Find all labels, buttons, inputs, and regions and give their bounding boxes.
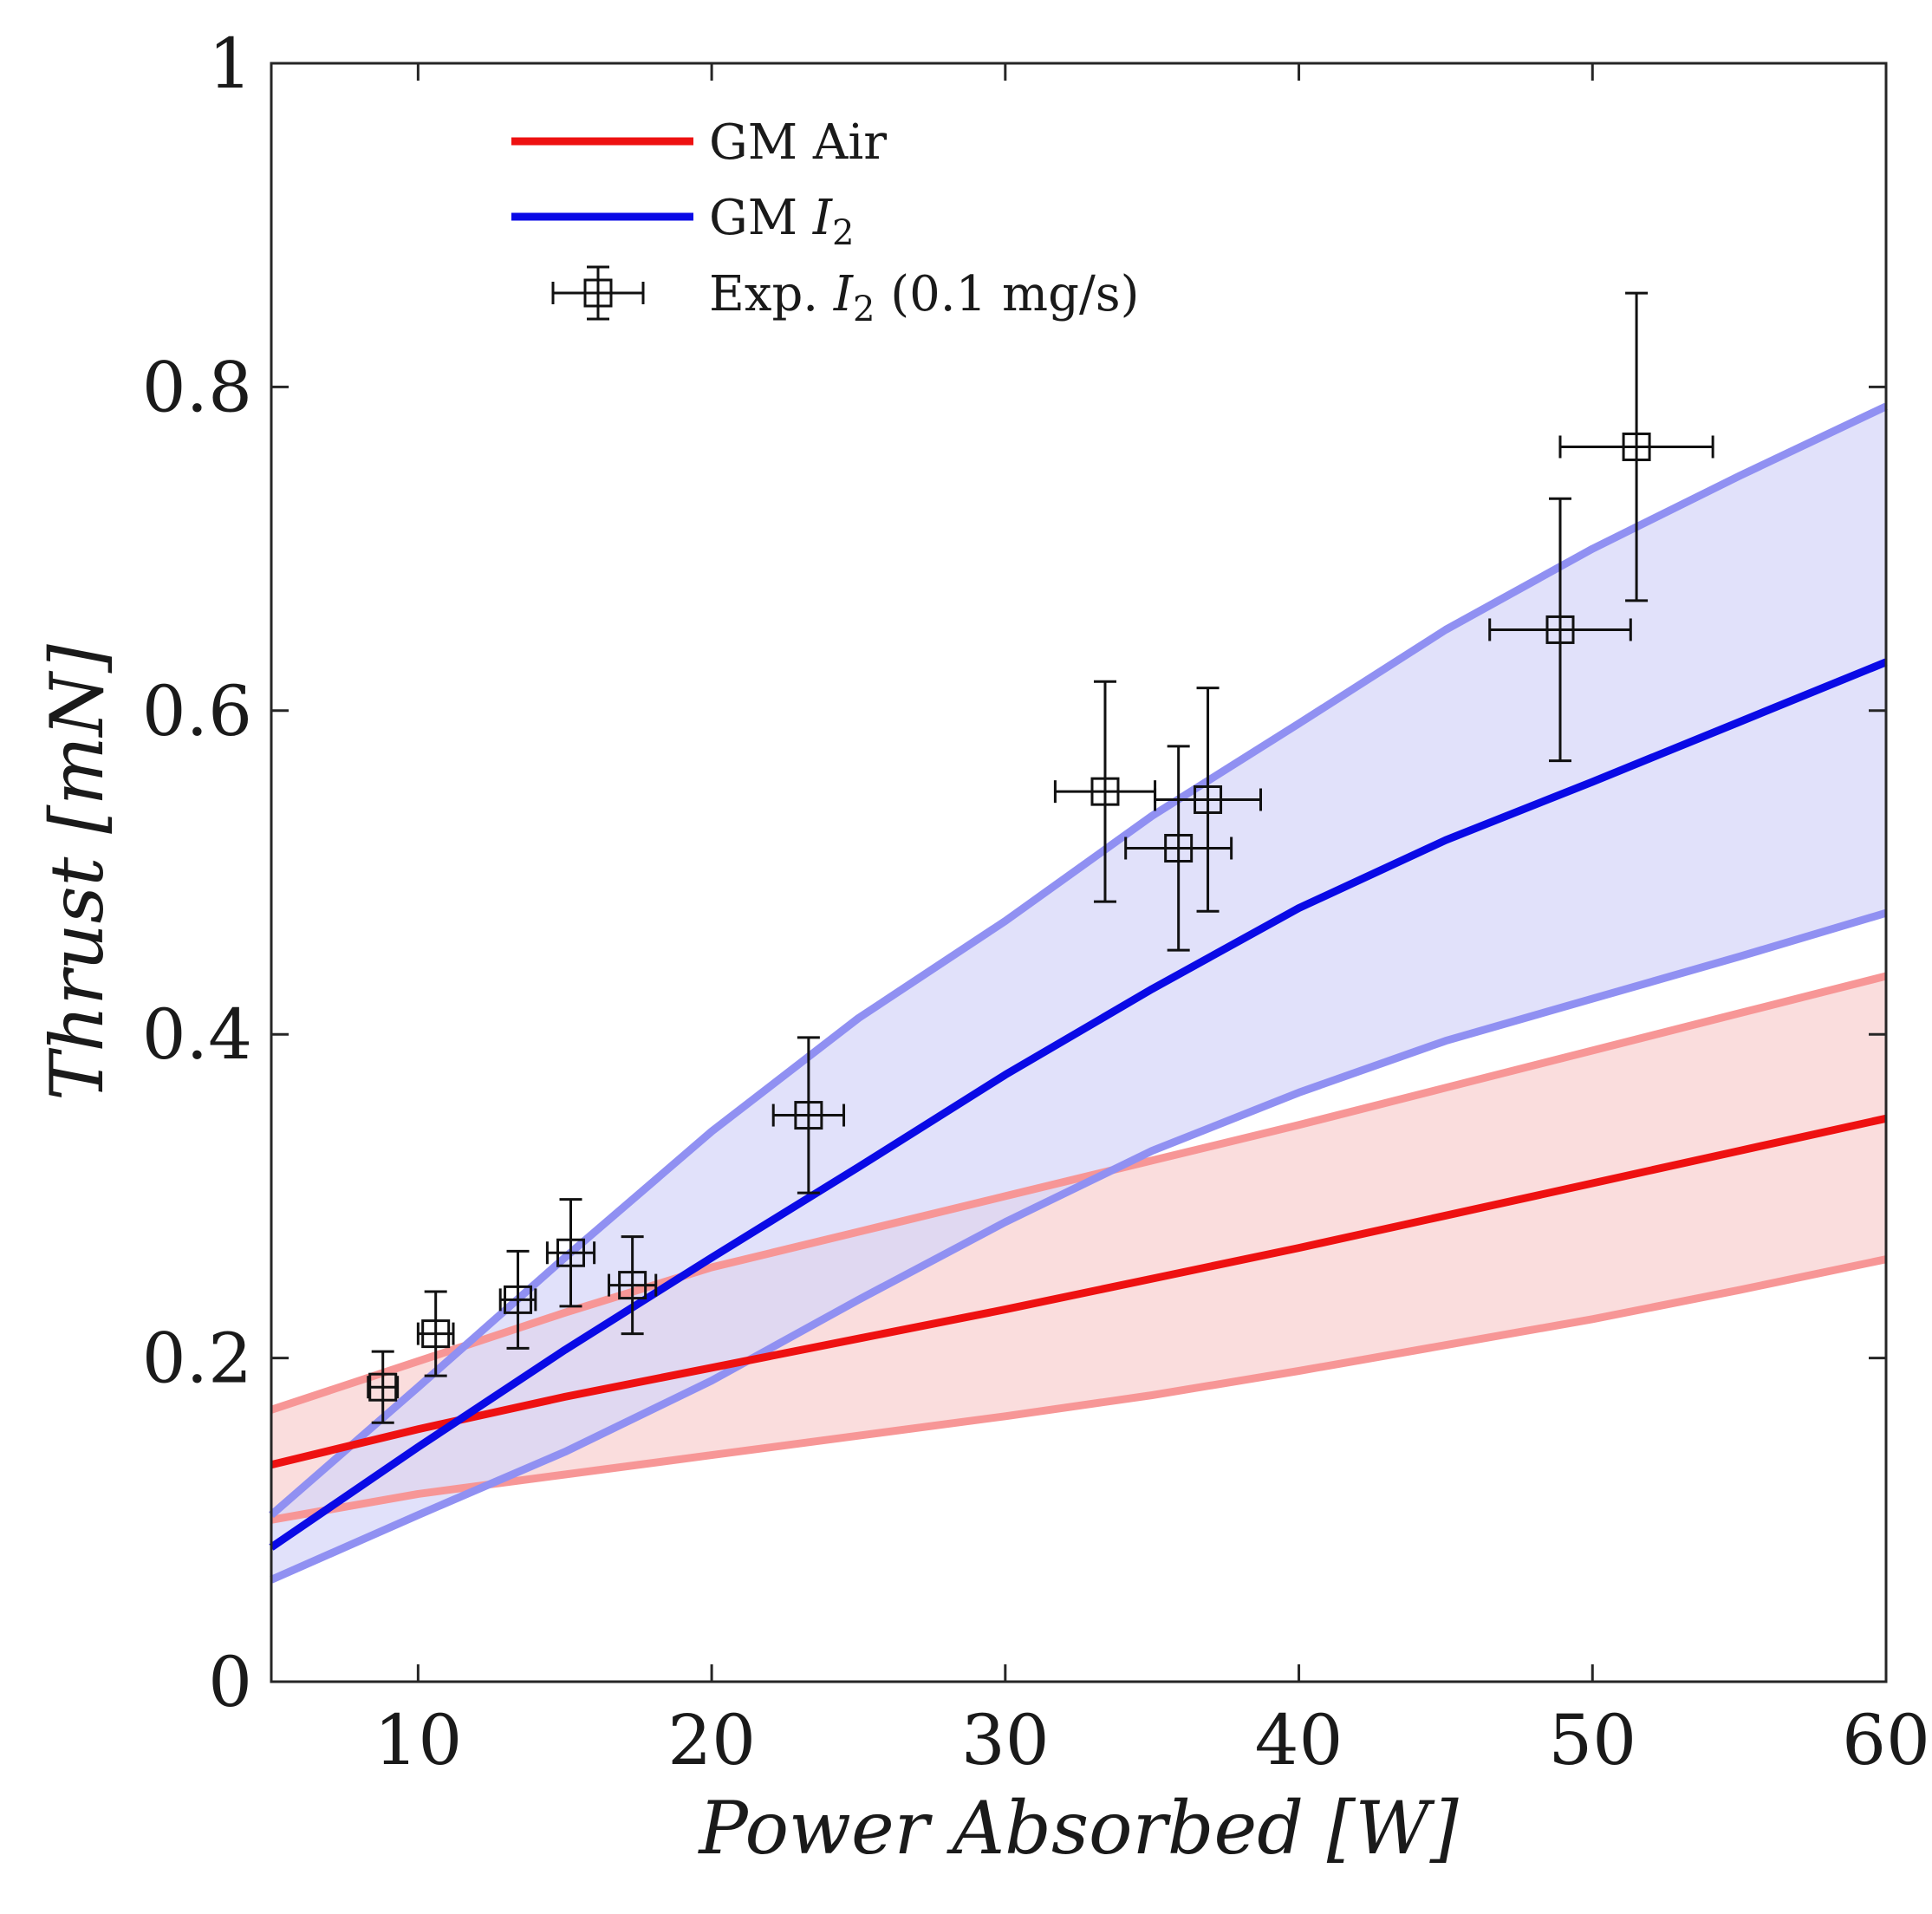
- y-tick-label: 0.4: [142, 994, 252, 1075]
- exp-point-2: [498, 1249, 537, 1350]
- legend-label-air: GM Air: [709, 114, 887, 171]
- exp-point-1: [416, 1290, 455, 1377]
- legend-exp-marker: [583, 278, 613, 308]
- exp-marker: [618, 1271, 647, 1300]
- experimental-points: [367, 291, 1714, 1424]
- y-tick-label: 0: [208, 1642, 252, 1722]
- exp-point-9: [1488, 497, 1632, 763]
- exp-marker: [556, 1238, 586, 1267]
- legend-item-air: GM Air: [511, 114, 887, 171]
- exp-point-3: [545, 1198, 596, 1308]
- y-tick-label: 0.6: [142, 671, 252, 752]
- series-line-1: [269, 658, 1888, 1551]
- x-tick-label: 60: [1842, 1700, 1930, 1781]
- y-tick-label: 1: [208, 23, 252, 104]
- exp-marker: [1194, 784, 1223, 814]
- exp-marker: [1090, 777, 1120, 806]
- y-tick-label: 0.2: [142, 1318, 252, 1399]
- y-axis-label: Thrust [mN]: [35, 644, 120, 1101]
- band-upper-line-0: [270, 972, 1888, 1414]
- exp-point-8: [1154, 687, 1263, 913]
- exp-marker: [368, 1372, 398, 1402]
- exp-marker: [504, 1285, 533, 1314]
- exp-point-10: [1558, 291, 1714, 602]
- plot-frame: [270, 62, 1888, 1683]
- band-lower-line-0: [270, 1255, 1887, 1524]
- legend-item-exp: Exp. I2 (0.1 mg/s): [551, 265, 1139, 329]
- legend-label-exp: Exp. I2 (0.1 mg/s): [709, 266, 1139, 329]
- legend-item-i2: GM I2: [511, 190, 854, 253]
- exp-point-6: [1053, 680, 1157, 903]
- band-upper-line-1: [269, 402, 1888, 1519]
- exp-point-0: [367, 1350, 400, 1424]
- x-tick-label: 10: [374, 1700, 462, 1781]
- exp-point-7: [1124, 745, 1233, 952]
- confidence-bands: [271, 406, 1886, 1580]
- x-tick-label: 30: [961, 1700, 1050, 1781]
- exp-marker: [1545, 615, 1575, 644]
- series-line-0: [270, 1114, 1887, 1469]
- axis-ticks: 10 20 30 40 50 60 0 0.2 0.4 0.6 0.8 1: [142, 23, 1930, 1781]
- series-lines: [269, 402, 1888, 1584]
- x-tick-label: 20: [667, 1700, 756, 1781]
- band-fill-1: [271, 406, 1886, 1580]
- exp-marker: [794, 1101, 823, 1130]
- band-lower-line-1: [270, 908, 1888, 1584]
- x-tick-label: 40: [1255, 1700, 1343, 1781]
- exp-point-5: [771, 1036, 846, 1195]
- exp-marker: [421, 1319, 451, 1349]
- exp-marker: [1164, 833, 1194, 863]
- exp-point-4: [608, 1235, 658, 1336]
- exp-marker: [1622, 432, 1651, 461]
- legend: GM Air GM I2 Exp. I2 (0.1 mg/s): [511, 114, 1139, 329]
- x-axis-label: Power Absorbed [W]: [697, 1786, 1458, 1871]
- legend-label-i2: GM I2: [709, 190, 854, 253]
- y-tick-label: 0.8: [142, 347, 252, 427]
- x-tick-label: 50: [1548, 1700, 1636, 1781]
